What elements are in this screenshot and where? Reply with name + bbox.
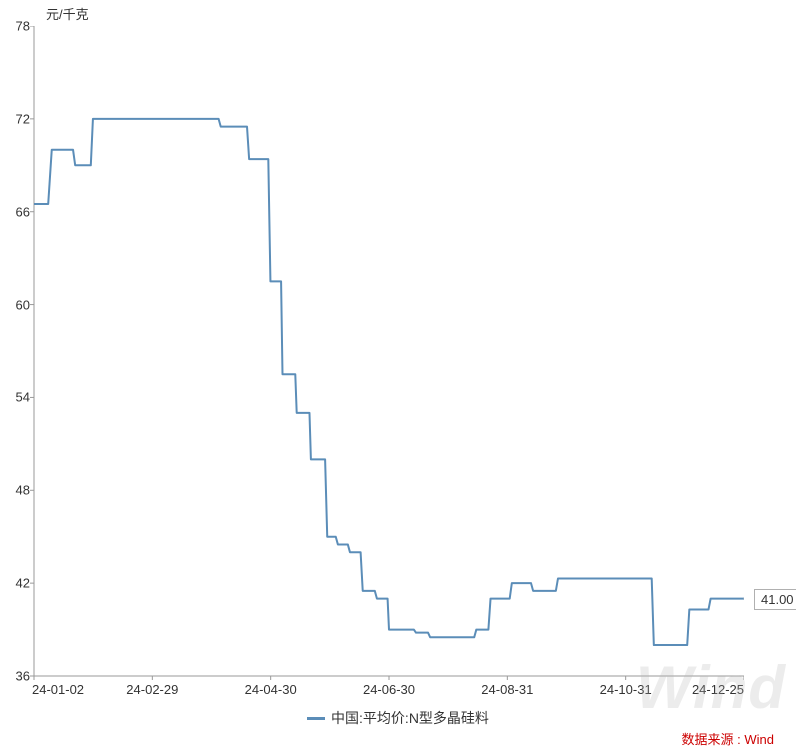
line-chart-svg bbox=[29, 26, 744, 681]
source-prefix: 数据来源 : bbox=[682, 732, 745, 747]
x-tick-label: 24-12-25 bbox=[692, 682, 744, 697]
legend: 中国:平均价:N型多晶硅料 bbox=[0, 708, 796, 728]
source-value: Wind bbox=[744, 732, 774, 747]
x-tick-label: 24-01-02 bbox=[32, 682, 84, 697]
plot-area bbox=[34, 26, 744, 676]
y-axis-unit: 元/千克 bbox=[46, 4, 89, 23]
y-tick-label: 60 bbox=[0, 297, 30, 312]
y-tick-label: 78 bbox=[0, 19, 30, 34]
y-tick-label: 48 bbox=[0, 483, 30, 498]
x-tick-label: 24-06-30 bbox=[363, 682, 415, 697]
y-tick-label: 72 bbox=[0, 111, 30, 126]
x-tick-label: 24-08-31 bbox=[481, 682, 533, 697]
x-tick-label: 24-02-29 bbox=[126, 682, 178, 697]
x-tick-label: 24-10-31 bbox=[600, 682, 652, 697]
y-tick-label: 66 bbox=[0, 204, 30, 219]
legend-swatch bbox=[307, 717, 325, 720]
data-source: 数据来源 : Wind bbox=[682, 729, 774, 748]
legend-label: 中国:平均价:N型多晶硅料 bbox=[331, 710, 489, 726]
y-tick-label: 36 bbox=[0, 669, 30, 684]
x-tick-label: 24-04-30 bbox=[245, 682, 297, 697]
y-tick-label: 54 bbox=[0, 390, 30, 405]
y-tick-label: 42 bbox=[0, 576, 30, 591]
last-value-callout: 41.00 bbox=[754, 589, 796, 610]
chart-container: 元/千克 78 72 66 60 54 48 42 36 24-01-02 24-02-29 24… bbox=[0, 0, 796, 752]
